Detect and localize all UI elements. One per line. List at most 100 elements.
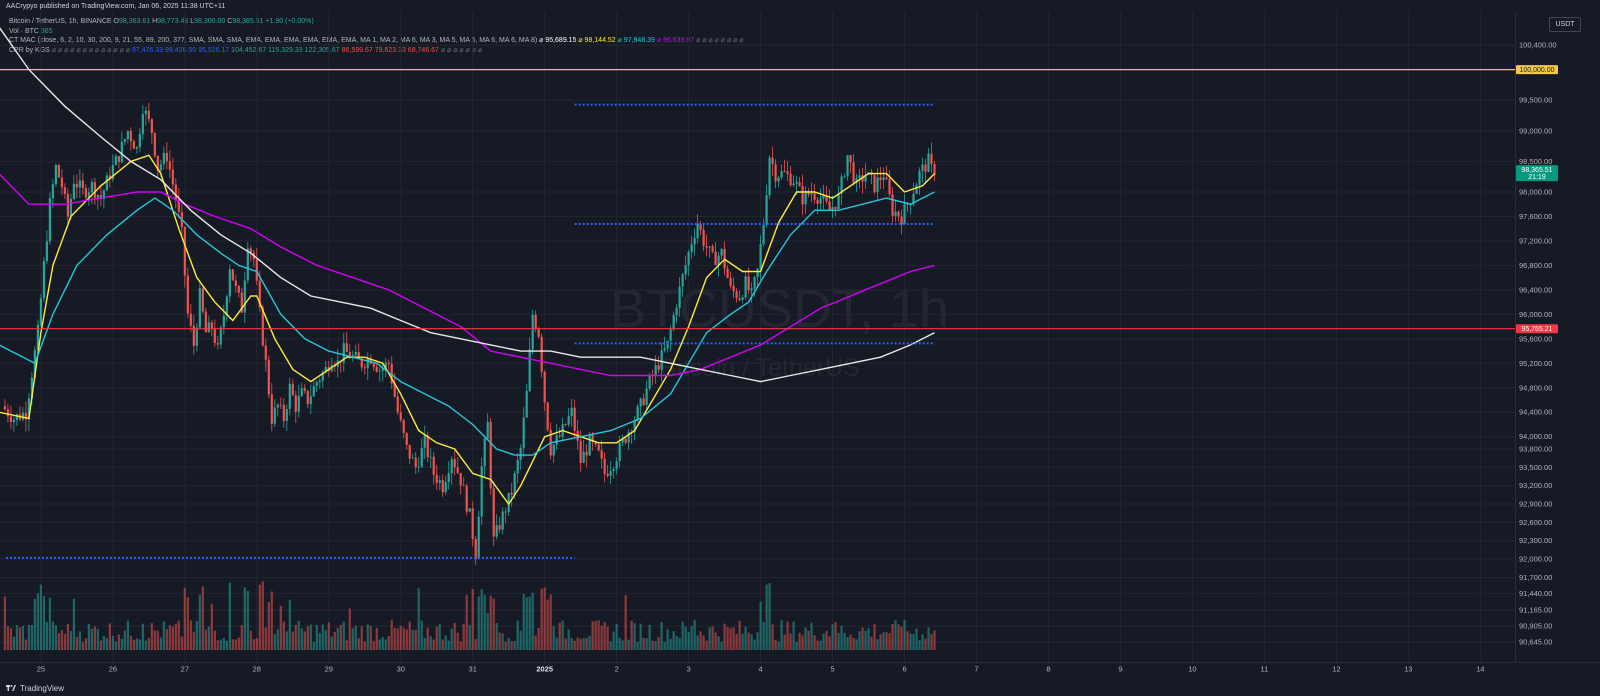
volume-bar (228, 582, 231, 650)
volume-bar (333, 631, 336, 650)
candle-body (417, 466, 420, 468)
legend-cpr-values: 97,476.33 99,426.50 95,526.17 104,452.67… (132, 47, 439, 54)
volume-bar (69, 630, 72, 650)
price-chart[interactable]: 100,400.0099,500.0099,000.0098,500.0098,… (0, 12, 1600, 681)
volume-bar (852, 637, 855, 650)
volume-bar (210, 603, 213, 650)
candle-body (660, 350, 663, 370)
volume-bar (891, 623, 894, 650)
volume-bar (426, 627, 429, 650)
candle-body (306, 390, 309, 405)
volume-bar (159, 637, 162, 650)
candle-body (732, 285, 735, 292)
candle-body (387, 362, 390, 364)
candle-body (348, 351, 351, 359)
time-tick-label: 8 (1046, 665, 1050, 674)
candle-body (129, 130, 132, 142)
candle-body (189, 313, 192, 326)
volume-bar (309, 624, 312, 650)
candle-body (483, 438, 486, 467)
candle-body (57, 165, 60, 178)
candle-body (72, 183, 75, 199)
legend-symbol[interactable]: Bitcoin / TetherUS, 1h, BINANCE (9, 18, 112, 25)
volume-bar (459, 641, 462, 650)
time-tick-label: 4 (759, 665, 763, 674)
volume-bar (678, 637, 681, 650)
candle-body (447, 473, 450, 482)
volume-bar (321, 624, 324, 650)
volume-bar (93, 626, 96, 650)
currency-button[interactable]: USDT (1549, 17, 1581, 32)
volume-bar (348, 608, 351, 650)
tradingview-logo-icon (6, 685, 16, 691)
candle-body (309, 396, 312, 405)
price-tick-label: 96,000.00 (1519, 310, 1552, 319)
candle-body (705, 246, 708, 248)
volume-bar (219, 639, 222, 650)
legend-symbol-row: Bitcoin / TetherUS, 1h, BINANCE O98,363.… (9, 17, 744, 27)
candle-body (621, 438, 624, 443)
time-tick-label: 31 (469, 665, 477, 674)
candle-body (606, 473, 609, 476)
legend-volume-label[interactable]: Vol · BTC (9, 27, 39, 35)
volume-bar (759, 601, 762, 650)
volume-bar (105, 638, 108, 650)
candle-body (522, 417, 525, 448)
volume-bar (315, 625, 318, 650)
legend-mac-label[interactable]: CT MAC (close, 6, 2, 10, 30, 200, 9, 21,… (9, 37, 538, 45)
volume-bar (345, 640, 348, 650)
candle-body (117, 156, 120, 162)
candle-body (588, 435, 591, 456)
candle-body (681, 274, 684, 287)
volume-bar (24, 639, 28, 650)
candle-body (876, 177, 879, 193)
volume-bar (594, 620, 597, 650)
candle-body (366, 358, 369, 369)
candle-body (579, 440, 582, 463)
volume-bar (567, 629, 570, 650)
candle-body (480, 466, 483, 517)
volume-bar (327, 622, 330, 650)
volume-bar (72, 598, 75, 650)
price-tick-label: 91,165.00 (1519, 606, 1552, 615)
volume-bar (831, 624, 834, 650)
volume-bar (648, 624, 651, 650)
candle-body (243, 280, 246, 313)
volume-bar (225, 640, 228, 650)
price-tick-label: 92,600.00 (1519, 518, 1552, 527)
volume-bar (501, 633, 504, 650)
volume-bar (288, 599, 291, 650)
candle-body (882, 177, 885, 181)
candle-body (792, 183, 795, 186)
volume-bar (399, 625, 402, 650)
volume-bar (420, 620, 423, 650)
volume-bar (213, 630, 216, 650)
price-tick-label: 99,000.00 (1519, 126, 1552, 135)
volume-bar (108, 623, 111, 650)
volume-bar (408, 621, 411, 650)
candle-body (186, 275, 189, 314)
volume-bar (849, 634, 852, 650)
candle-body (654, 365, 657, 376)
candle-body (828, 201, 831, 211)
volume-bar (36, 593, 40, 650)
time-tick-label: 26 (109, 665, 117, 674)
candle-body (507, 492, 510, 513)
candle-body (924, 164, 927, 172)
candle-body (48, 198, 51, 242)
volume-bar (750, 634, 753, 650)
legend-ohlc-key: O (113, 18, 119, 25)
volume-bar (402, 627, 405, 650)
volume-bar (117, 634, 120, 650)
moving-average-line (0, 154, 935, 506)
candle-body (324, 366, 327, 373)
price-tick-label: 94,400.00 (1519, 408, 1552, 417)
legend-cpr-label[interactable]: CPR by KGS (9, 46, 50, 54)
candle-body (240, 292, 243, 313)
volume-bar (549, 594, 552, 650)
volume-bar (369, 625, 372, 650)
candle-body (801, 185, 804, 205)
volume-bar (39, 584, 42, 650)
last-price-badge-text: 98,365.51 (1521, 167, 1552, 174)
candle-body (120, 141, 123, 162)
